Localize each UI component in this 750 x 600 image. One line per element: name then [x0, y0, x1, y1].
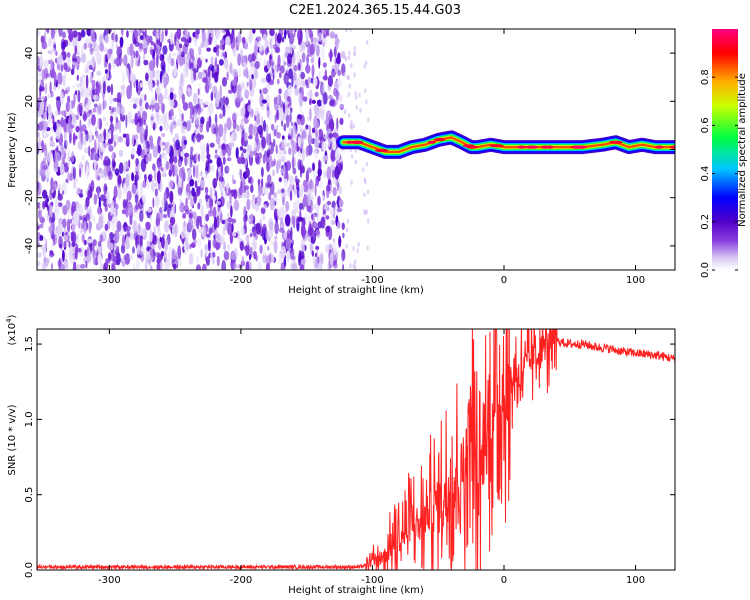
- snr-ytick-label-0: 0.0: [24, 562, 35, 578]
- spectrogram-xtick-label-4: 100: [626, 275, 645, 286]
- snr-ytick-label-1: 0.5: [24, 487, 35, 503]
- snr-xtick-label-4: 100: [626, 575, 645, 586]
- spectrogram-xtick-label-0: -300: [98, 275, 121, 286]
- colorbar-tick-label-3: 0.6: [700, 117, 711, 133]
- colorbar: 0.0 0.2 0.4 0.6 0.8 Normalized spectral ampl…: [700, 29, 748, 278]
- colorbar-label: Normalized spectral amplitude: [737, 73, 748, 227]
- snr-xtick-label-0: -300: [98, 575, 121, 586]
- colorbar-ticks: 0.0 0.2 0.4 0.6 0.8: [700, 69, 738, 278]
- chart-title: C2E1.2024.365.15.44.G03: [289, 3, 461, 18]
- snr-xlabel: Height of straight line (km): [288, 585, 424, 596]
- snr-series-line: [37, 329, 675, 570]
- spectrogram-noise-blobs: [37, 29, 370, 270]
- snr-xtick-label-2: -100: [361, 575, 384, 586]
- snr-xtick-label-1: -200: [230, 575, 253, 586]
- spectrogram-ytick-label-1: -20: [24, 190, 35, 206]
- snr-ytick-label-3: 1.5: [24, 336, 35, 352]
- snr-panel: -300 -200 -100 0 100 0.0 0.5 1.0 1.5 Height of s…: [5, 314, 676, 596]
- snr-xtick-label-3: 0: [501, 575, 507, 586]
- spectrogram-ylabel: Frequency (Hz): [7, 112, 18, 188]
- snr-ytick-label-2: 1.0: [24, 411, 35, 427]
- spectrogram-xlabel: Height of straight line (km): [288, 285, 424, 296]
- colorbar-tick-label-4: 0.8: [700, 69, 711, 85]
- spectrogram-xtick-label-2: -100: [361, 275, 384, 286]
- colorbar-tick-label-2: 0.4: [700, 166, 711, 182]
- spectrogram-xtick-label-3: 0: [501, 275, 507, 286]
- spectrogram-ytick-label-0: -40: [24, 238, 35, 254]
- colorbar-gradient: [712, 29, 738, 270]
- snr-frame: [36, 328, 676, 571]
- snr-scale-label: (x104): [5, 314, 18, 345]
- snr-axes: -300 -200 -100 0 100 0.0 0.5 1.0 1.5: [24, 329, 675, 586]
- spectrogram-ytick-label-2: 0: [24, 146, 35, 152]
- snr-ylabel: SNR (10 * v/v): [7, 404, 18, 475]
- spectrogram-ytick-label-4: 40: [24, 47, 35, 60]
- colorbar-tick-label-1: 0.2: [700, 214, 711, 230]
- spectrogram-image: [37, 29, 675, 270]
- spectrogram-ytick-label-3: 20: [24, 95, 35, 108]
- colorbar-tick-label-0: 0.0: [700, 262, 711, 278]
- spectrogram-xtick-label-1: -200: [230, 275, 253, 286]
